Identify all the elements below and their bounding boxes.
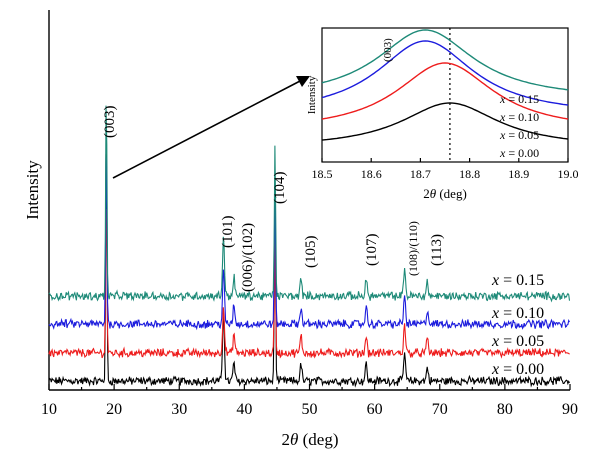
inset-x-ticklabels: 18.5 18.6 18.7 18.8 18.9 19.0 — [312, 167, 579, 181]
main-y-axis-title: Intensity — [23, 160, 42, 220]
main-x-ticklabel: 30 — [171, 401, 187, 418]
main-x-ticklabel: 60 — [367, 401, 383, 418]
inset-x-ticklabel: 18.5 — [312, 167, 333, 181]
inset-frame — [321, 27, 569, 163]
main-trace — [48, 157, 570, 331]
peak-label-104: (104) — [272, 172, 288, 205]
inset-trace — [321, 40, 569, 106]
peak-labels: (003) (101) (006)/(102) (104) (105) (107… — [102, 106, 445, 293]
zoom-arrow-line — [112, 79, 303, 179]
inset-x-axis-title: 2θ (deg) — [423, 186, 467, 201]
inset-chart: 18.5 18.6 18.7 18.8 18.9 19.0 (003) Intensity… — [306, 27, 579, 201]
inset-series-label-000: x = 0.00 — [499, 146, 539, 160]
inset-trace — [321, 62, 569, 120]
inset-traces — [321, 29, 569, 141]
main-x-ticklabel: 80 — [497, 401, 513, 418]
peak-label-107: (107) — [364, 234, 380, 267]
main-x-ticklabel: 40 — [236, 401, 252, 418]
zoom-arrow-head — [296, 76, 310, 87]
main-trace — [48, 154, 570, 388]
peak-label-101: (101) — [220, 216, 236, 249]
main-trace — [48, 105, 571, 303]
main-traces — [48, 105, 571, 388]
main-series-label-000: x = 0.00 — [491, 361, 544, 378]
main-trace — [48, 208, 570, 359]
main-x-ticklabel: 10 — [41, 401, 57, 418]
inset-series-label-005: x = 0.05 — [499, 128, 539, 142]
main-series-labels: x = 0.15 x = 0.10 x = 0.05 x = 0.00 — [491, 272, 544, 378]
inset-x-ticklabel: 18.8 — [459, 167, 480, 181]
main-x-ticklabel: 70 — [432, 401, 448, 418]
inset-trace — [321, 102, 569, 141]
inset-x-ticks — [321, 158, 569, 162]
main-x-ticklabel: 90 — [562, 401, 578, 418]
main-axes: 10 20 30 40 50 60 70 80 90 — [41, 10, 578, 418]
main-series-label-015: x = 0.15 — [491, 272, 544, 289]
inset-x-ticklabel: 18.6 — [361, 167, 382, 181]
main-series-label-010: x = 0.10 — [491, 305, 544, 322]
peak-label-006-102: (006)/(102) — [240, 223, 256, 292]
main-series-label-005: x = 0.05 — [491, 333, 544, 350]
main-x-ticklabels: 10 20 30 40 50 60 70 80 90 — [41, 401, 578, 418]
peak-label-105: (105) — [303, 236, 319, 269]
inset-trace — [321, 29, 569, 91]
inset-series-label-015: x = 0.15 — [499, 92, 539, 106]
inset-x-ticklabel: 18.9 — [508, 167, 529, 181]
inset-series-label-010: x = 0.10 — [499, 110, 539, 124]
zoom-arrow — [112, 76, 310, 179]
inset-peak-label: (003) — [382, 38, 394, 62]
main-x-ticklabel: 50 — [302, 401, 318, 418]
main-x-ticklabel: 20 — [106, 401, 122, 418]
inset-x-ticklabel: 19.0 — [558, 167, 579, 181]
peak-label-108-110: (108)/(110) — [406, 221, 420, 276]
main-x-axis-title: 2θ (deg) — [282, 430, 339, 449]
inset-x-ticklabel: 18.7 — [410, 167, 431, 181]
peak-label-113: (113) — [429, 234, 445, 266]
peak-label-003: (003) — [102, 106, 118, 139]
inset-y-axis-title: Intensity — [306, 75, 318, 114]
main-x-ticks — [48, 384, 571, 390]
